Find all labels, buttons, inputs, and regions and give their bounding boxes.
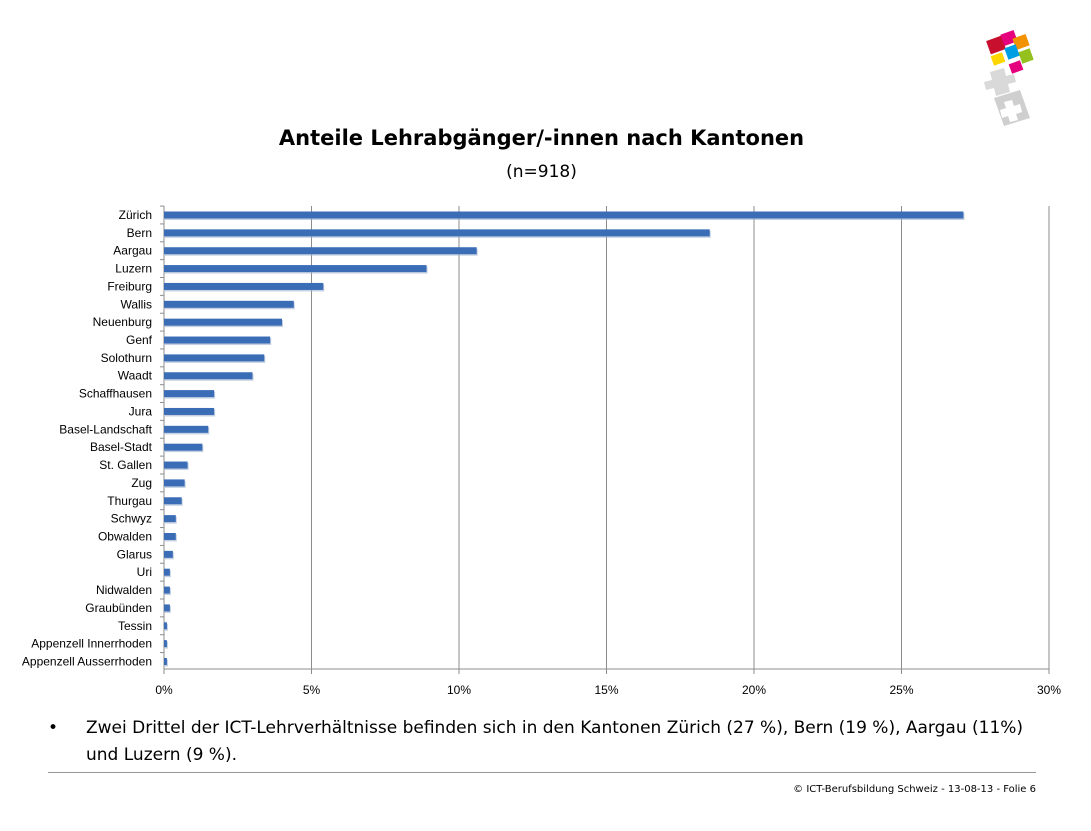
category-label: Zug (131, 476, 152, 490)
x-tick-label: 20% (742, 683, 766, 697)
bar (164, 282, 324, 290)
category-label: Graubünden (85, 601, 152, 615)
bar (164, 658, 167, 665)
category-label: Appenzell Ausserrhoden (22, 655, 152, 669)
category-label: Jura (129, 404, 153, 418)
x-tick-label: 5% (303, 683, 321, 697)
x-tick-label: 25% (889, 683, 913, 697)
bar (164, 354, 265, 362)
ict-berufsbildung-logo (984, 29, 1034, 126)
category-label: Aargau (113, 244, 152, 258)
bar (164, 604, 170, 612)
bar (164, 568, 170, 576)
summary-text: Zwei Drittel der ICT-Lehrverhältnisse be… (86, 718, 1024, 765)
category-label: Neuenburg (93, 315, 152, 329)
category-label: Zürich (119, 208, 152, 222)
bar (164, 461, 188, 469)
category-label: Obwalden (98, 529, 152, 543)
category-label: Solothurn (101, 351, 152, 365)
category-label: Nidwalden (96, 583, 152, 597)
bar (164, 532, 176, 540)
bar (164, 372, 253, 380)
category-label: Freiburg (107, 279, 152, 293)
footer-text: © ICT-Berufsbildung Schweiz - 13-08-13 -… (793, 784, 1036, 795)
category-label: Basel-Landschaft (59, 422, 152, 436)
category-label: St. Gallen (99, 458, 152, 472)
bar (164, 336, 271, 344)
bar-chart: 0% 5% 10% 15% 20% 25% 30% Zürich Bern Aargau Luzer… (22, 205, 1061, 697)
bar (164, 407, 215, 415)
category-label: Waadt (118, 369, 153, 383)
bar (164, 443, 203, 451)
chart-subtitle: (n=918) (506, 162, 577, 182)
category-label: Luzern (115, 262, 152, 276)
bar (164, 479, 185, 487)
category-label: Schwyz (111, 512, 152, 526)
x-tick-label: 0% (155, 683, 173, 697)
bar (164, 229, 710, 237)
bar (164, 318, 282, 326)
bar (164, 622, 167, 630)
category-label: Glarus (117, 547, 152, 561)
bar (164, 586, 170, 594)
bullet-marker: • (48, 718, 59, 738)
bar (164, 550, 173, 558)
x-tick-label: 10% (447, 683, 471, 697)
bar (164, 300, 294, 308)
category-label: Appenzell Innerrhoden (31, 637, 152, 651)
category-label: Basel-Stadt (90, 440, 153, 454)
bar (164, 247, 477, 255)
bar (164, 390, 215, 398)
x-tick-label: 15% (594, 683, 618, 697)
category-label: Bern (127, 226, 152, 240)
category-label: Uri (137, 565, 152, 579)
category-label: Tessin (118, 619, 152, 633)
chart-title: Anteile Lehrabgänger/-innen nach Kantone… (278, 126, 805, 150)
bar (164, 425, 209, 433)
category-label: Wallis (120, 297, 152, 311)
x-tick-label: 30% (1037, 683, 1061, 697)
bar (164, 497, 182, 505)
bar (164, 211, 964, 219)
category-label: Schaffhausen (79, 387, 152, 401)
bar (164, 265, 427, 273)
category-label: Thurgau (107, 494, 152, 508)
bar (164, 515, 176, 523)
footer-divider (48, 772, 1036, 773)
bar (164, 640, 167, 648)
category-label: Genf (126, 333, 153, 347)
